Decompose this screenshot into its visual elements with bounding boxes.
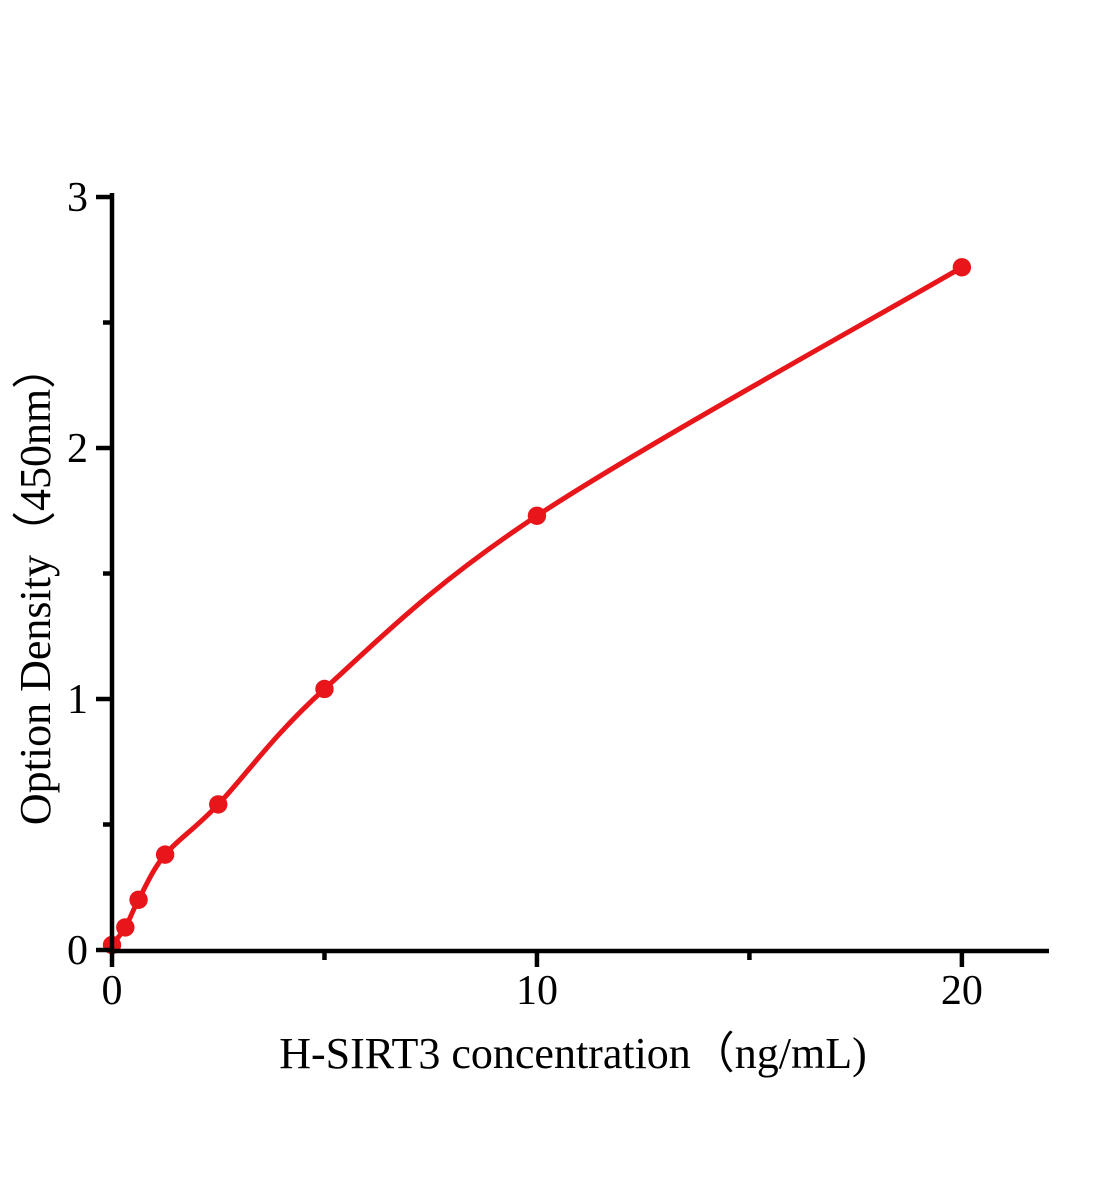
x-tick-label-10: 10 xyxy=(516,968,558,1014)
data-point-marker xyxy=(129,890,148,910)
data-point-marker xyxy=(952,258,972,277)
x-axis-title: H-SIRT3 concentration（ng/mL) xyxy=(279,1029,867,1078)
axis-layer xyxy=(96,193,1049,967)
y-tick-label-0: 0 xyxy=(67,928,88,974)
series-layer xyxy=(102,258,972,955)
data-point-marker xyxy=(116,918,135,937)
y-tick-label-2: 2 xyxy=(67,426,88,472)
data-point-marker xyxy=(209,795,228,814)
standard-curve-line xyxy=(110,265,964,947)
y-tick-label-3: 3 xyxy=(67,175,88,221)
data-point-marker xyxy=(527,506,547,525)
x-tick-label-20: 20 xyxy=(941,968,983,1014)
y-axis-title: Option Density（450nm） xyxy=(11,345,60,825)
tick-label-layer: 0 1 2 3 0 10 20 xyxy=(67,175,983,1014)
x-tick-label-0: 0 xyxy=(102,968,123,1014)
data-point-marker xyxy=(315,679,334,699)
data-point-marker xyxy=(155,845,175,864)
y-tick-label-1: 1 xyxy=(67,677,88,723)
